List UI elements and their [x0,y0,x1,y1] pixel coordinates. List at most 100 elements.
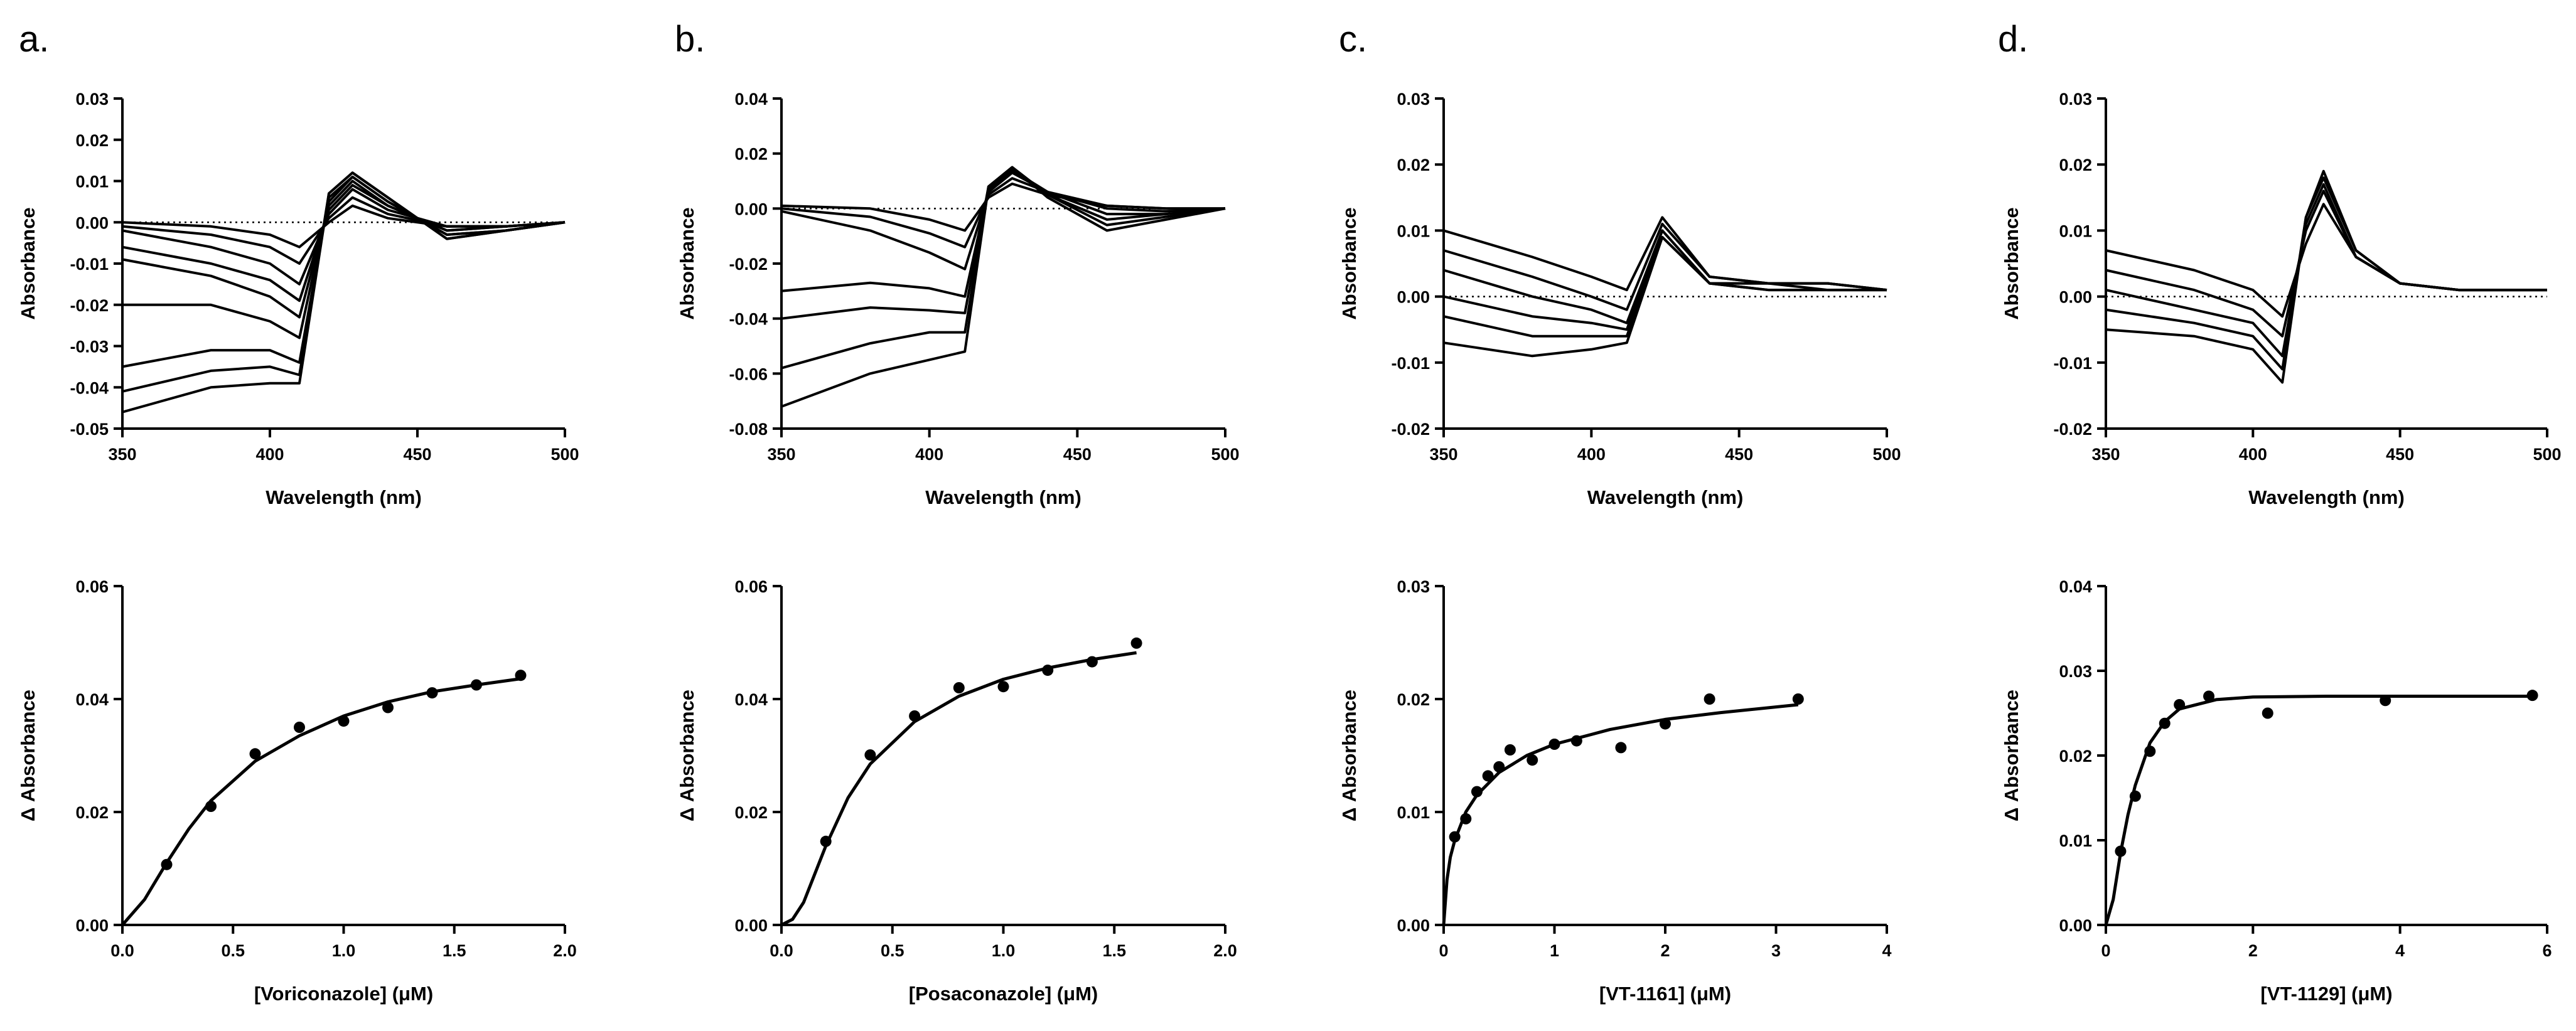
series-line-3 [122,188,566,286]
y-tick-label: 0.02 [2059,747,2092,766]
y-axis-label: Absorbance [1338,207,1360,319]
data-point [1042,665,1054,676]
x-tick-label: 1.0 [992,941,1016,960]
data-point [382,702,394,713]
y-tick-label: 0.00 [734,200,768,218]
y-tick-label: -0.02 [729,255,768,274]
y-tick-label: 0.03 [75,90,109,109]
x-tick-label: 350 [2091,445,2120,464]
y-tick-label: 0.02 [1397,156,1430,174]
data-point [953,682,965,693]
x-tick-label: 4 [1882,941,1891,960]
x-tick-label: 500 [1872,445,1901,464]
y-axis-label: Δ Absorbance [1338,690,1360,821]
x-tick-label: 1.5 [1102,941,1126,960]
x-tick-label: 0 [1439,941,1448,960]
y-tick-label: -0.08 [729,420,768,439]
x-tick-label: 1.5 [443,941,466,960]
series-line-9 [122,171,566,414]
series-line-2 [2105,190,2547,338]
series-line-4 [2105,176,2547,371]
y-tick-label: 0.00 [734,916,768,935]
y-tick-label: -0.04 [729,310,768,329]
data-point [1471,786,1483,798]
x-tick-label: 450 [1725,445,1753,464]
data-point [2159,717,2171,729]
x-tick-label: 2 [2248,941,2258,960]
panel-6: 0.00 0.02 0.04 0.06 0.0 0.5 1.0 1.5 2.0 [Posacona… [676,577,1237,1005]
series-line-1 [2105,203,2547,318]
y-tick-label: 0.00 [75,213,109,232]
y-axis-label: Absorbance [676,207,698,319]
series-line-6 [122,175,566,339]
x-tick-label: 2 [1660,941,1670,960]
y-tick-label: 0.01 [75,173,109,191]
data-point [2203,690,2215,702]
fit-curve [780,651,1137,927]
y-tick-label: -0.01 [2053,354,2092,373]
data-point [1704,693,1715,705]
fit-curve [2104,695,2533,926]
y-tick-label: 0.02 [2059,156,2092,174]
data-point [205,801,217,812]
x-tick-label: 500 [550,445,579,464]
data-point [471,679,482,691]
y-tick-label: 0.00 [75,916,109,935]
y-tick-label: 0.00 [2059,288,2092,307]
y-tick-label: 0.00 [1397,288,1430,307]
y-tick-label: 0.03 [1397,577,1430,596]
data-point [1615,742,1627,754]
x-axis-label: Wavelength (nm) [266,486,422,508]
data-point [2115,845,2127,857]
y-tick-label: 0.02 [75,803,109,822]
series-line-7 [122,175,566,368]
panel-1: a. -0.05 -0.04 -0.03 -0.02 -0.01 0.00 0.01 0.02 0… [17,19,579,508]
x-tick-label: 350 [767,445,795,464]
data-point [2380,695,2391,707]
y-axis-label: Δ Absorbance [2000,690,2022,821]
series-line-4 [1443,229,1887,331]
panel-7: 0.00 0.01 0.02 0.03 0 1 2 3 4 [VT-1161] (μM) Δ Abs… [1338,577,1892,1005]
y-tick-label: 0.01 [2059,831,2092,850]
panel-label: c. [1339,19,1367,60]
y-tick-label: 0.01 [1397,222,1430,240]
data-point [1460,813,1472,825]
panel-8: 0.00 0.01 0.02 0.03 0.04 0 2 4 6 [VT-1129] (μM) Δ … [2000,577,2552,1005]
data-point [1792,693,1804,705]
panel-2: b. -0.08 -0.06 -0.04 -0.02 0.00 0.02 0.04 350 400… [675,19,1240,508]
series-line-3 [781,171,1226,270]
y-tick-label: -0.03 [70,338,109,356]
y-tick-label: 0.06 [75,577,109,596]
y-tick-label: 0.02 [734,803,768,822]
data-point [864,749,876,761]
y-axis-label: Δ Absorbance [17,690,39,821]
series-line-5 [2105,169,2547,384]
y-tick-label: 0.02 [1397,690,1430,709]
y-tick-label: 0.04 [2059,577,2092,596]
data-point [1504,744,1516,756]
x-axis-label: Wavelength (nm) [2248,486,2405,508]
y-tick-label: -0.02 [2053,420,2092,439]
y-tick-label: 0.04 [734,690,768,709]
panel-4: d. -0.02 -0.01 0.00 0.01 0.02 0.03 350 400 450 500… [1998,19,2562,508]
x-tick-label: 0 [2101,941,2110,960]
x-tick-label: 400 [2239,445,2267,464]
series-line-7 [781,166,1226,408]
x-tick-label: 0.0 [770,941,793,960]
data-point [2526,690,2538,702]
panel-label: d. [1998,19,2028,60]
data-point [338,715,350,727]
x-axis-label: [VT-1129] (μM) [2260,983,2392,1005]
x-tick-label: 0.0 [110,941,134,960]
data-point [1570,735,1582,747]
data-point [161,858,173,870]
x-tick-label: 4 [2395,941,2405,960]
y-tick-label: -0.01 [70,255,109,274]
y-axis-label: Absorbance [2000,207,2022,319]
x-tick-label: 400 [255,445,284,464]
data-point [515,670,527,681]
x-tick-label: 1 [1550,941,1559,960]
x-tick-label: 500 [1211,445,1239,464]
series-line-6 [781,166,1226,370]
x-tick-label: 400 [1577,445,1606,464]
